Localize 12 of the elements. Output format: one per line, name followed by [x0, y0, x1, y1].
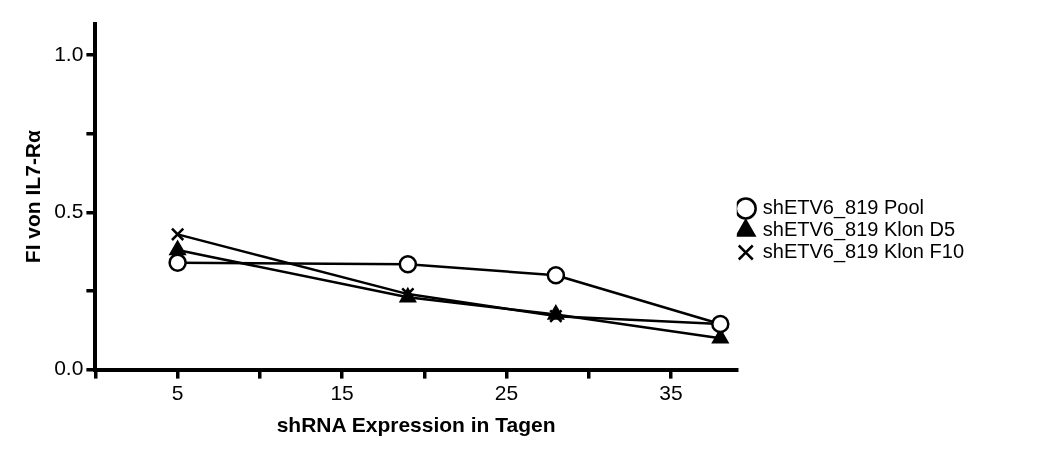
- legend-label: shETV6_819 Pool: [762, 196, 924, 220]
- legend-label: shETV6_819 Klon D5: [762, 218, 956, 242]
- y-tick-label: 1.0: [54, 41, 84, 65]
- x-axis-title: shRNA Expression in Tagen: [276, 413, 556, 437]
- x-tick-label: 25: [494, 381, 519, 404]
- x-tick-label: 5: [171, 381, 184, 404]
- y-tick-label: 0.0: [54, 356, 84, 380]
- x-tick-label: 15: [330, 381, 354, 404]
- legend-label: shETV6_819 Klon F10: [762, 240, 965, 264]
- y-axis-title: FI von IL7-Rα: [21, 129, 45, 264]
- x-tick-label: 35: [659, 381, 683, 404]
- y-tick-label: 0.5: [54, 199, 84, 223]
